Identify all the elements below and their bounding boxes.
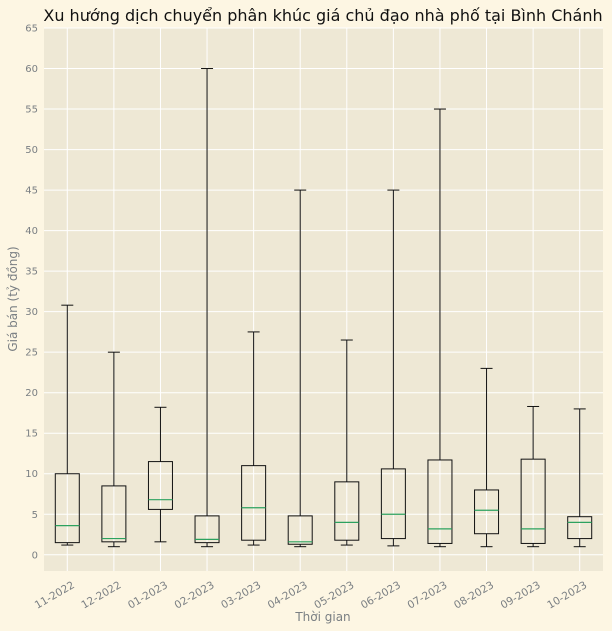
y-axis-label: Giá bán (tỷ đồng) (6, 246, 20, 351)
box-10-2023 (567, 408, 593, 548)
y-tick-label: 25 (25, 348, 38, 359)
box-01-2023 (147, 406, 173, 543)
box-05-2023 (334, 339, 360, 546)
box-06-2023 (380, 189, 406, 547)
iqr-box (241, 465, 267, 541)
box-08-2023 (474, 367, 500, 548)
y-tick-label: 10 (25, 469, 38, 480)
y-tick-label: 40 (25, 226, 38, 237)
box-12-2022 (101, 351, 127, 548)
box-07-2023 (427, 108, 453, 548)
plot-area (44, 28, 603, 571)
iqr-box (380, 468, 406, 540)
box-series (54, 68, 593, 548)
iqr-box (567, 516, 593, 540)
y-tick-label: 20 (25, 388, 38, 399)
y-tick-label: 30 (25, 307, 38, 318)
box-11-2022 (54, 304, 80, 546)
y-tick-label: 5 (32, 510, 38, 521)
y-tick-label: 60 (25, 64, 38, 75)
iqr-box (287, 515, 313, 545)
y-tick-label: 50 (25, 145, 38, 156)
iqr-box (54, 473, 80, 544)
iqr-box (474, 489, 500, 535)
y-tick-label: 55 (25, 105, 38, 116)
y-tick-label: 65 (25, 24, 38, 35)
y-axis-ticks: 0 5 10 15 20 25 30 35 40 45 50 55 60 65 (25, 24, 38, 562)
box-04-2023 (287, 189, 313, 548)
chart-title: Xu hướng dịch chuyển phân khúc giá chủ đ… (43, 6, 602, 25)
grid-lines (44, 27, 603, 571)
y-tick-label: 0 (32, 550, 38, 561)
y-tick-label: 35 (25, 267, 38, 278)
iqr-box (147, 461, 173, 510)
box-03-2023 (241, 331, 267, 546)
box-09-2023 (520, 405, 546, 548)
iqr-box (427, 459, 453, 544)
iqr-box (194, 515, 220, 544)
y-tick-label: 15 (25, 429, 38, 440)
y-tick-label: 45 (25, 186, 38, 197)
iqr-box (101, 485, 127, 543)
x-axis-label: Thời gian (294, 610, 350, 624)
iqr-box (334, 481, 360, 541)
iqr-box (520, 458, 546, 544)
box-02-2023 (194, 68, 220, 548)
